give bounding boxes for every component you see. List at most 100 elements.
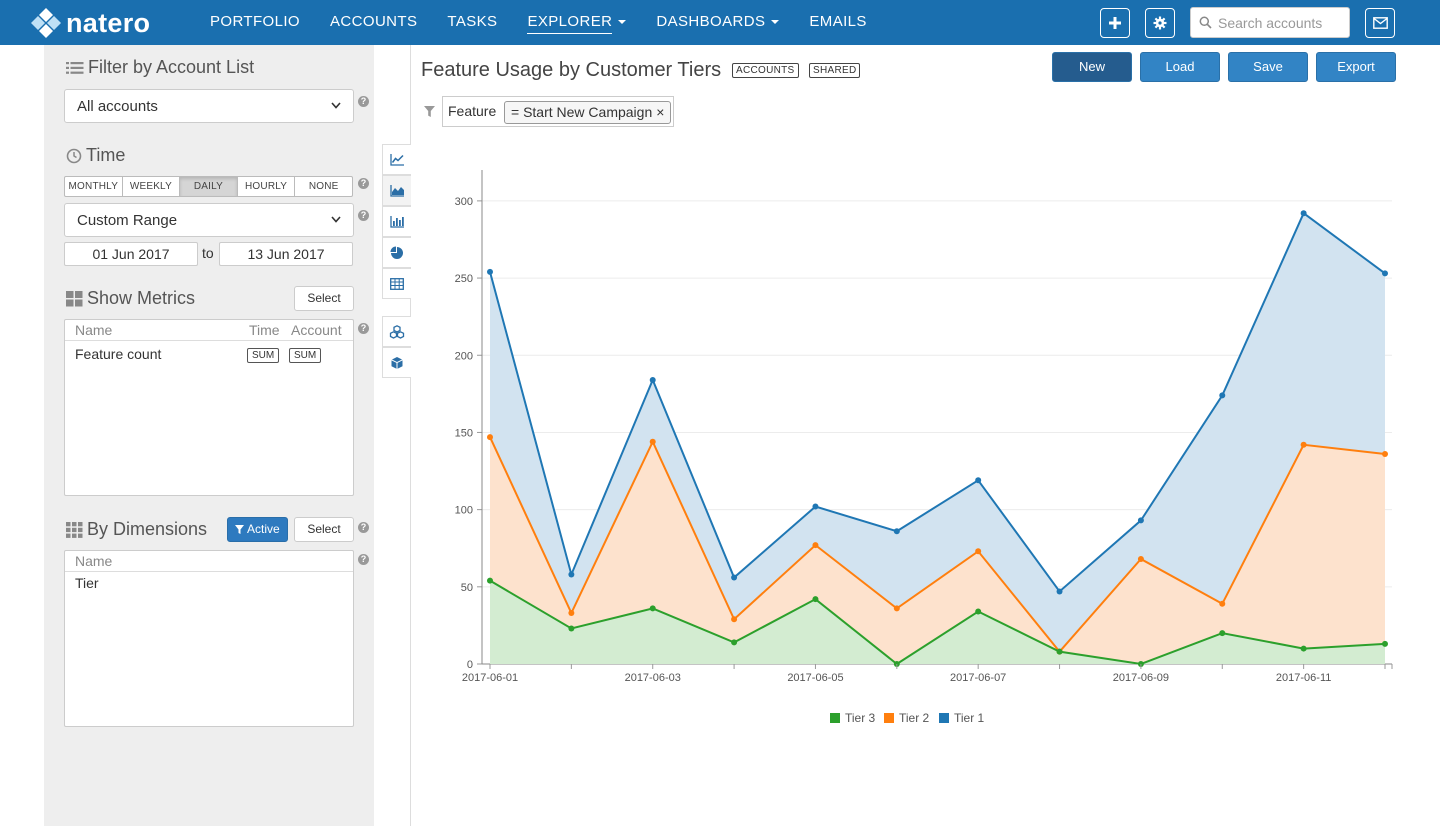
granularity-hourly[interactable]: HOURLY xyxy=(238,177,296,196)
shared-tag: SHARED xyxy=(809,63,861,78)
legend-swatch xyxy=(830,713,840,723)
point-tier-2 xyxy=(812,542,819,549)
x-tick-label: 2017-06-09 xyxy=(1113,672,1169,684)
table-view-button[interactable] xyxy=(382,268,411,299)
column-header-time: Time xyxy=(249,322,280,338)
x-tick-label: 2017-06-03 xyxy=(625,672,681,684)
y-tick-label: 0 xyxy=(467,659,473,671)
y-tick-label: 100 xyxy=(455,505,473,517)
cubes-button[interactable] xyxy=(382,316,411,347)
point-tier-1 xyxy=(812,503,819,510)
active-label: Active xyxy=(246,522,280,536)
area-tier-2 xyxy=(490,437,1385,664)
area-tier-1 xyxy=(490,213,1385,664)
export-button[interactable]: Export xyxy=(1316,52,1396,82)
cube-button[interactable] xyxy=(382,347,411,378)
point-tier-2 xyxy=(649,438,656,445)
point-tier-1 xyxy=(1056,588,1063,595)
pie-chart-button[interactable] xyxy=(382,237,411,268)
line-chart-button[interactable] xyxy=(382,144,411,175)
nav-portfolio[interactable]: PORTFOLIO xyxy=(210,13,301,30)
filter-icon xyxy=(235,525,245,534)
search-accounts-box[interactable] xyxy=(1190,7,1350,38)
dimension-name[interactable]: Tier xyxy=(75,575,99,591)
legend-swatch xyxy=(939,713,949,723)
point-tier-2 xyxy=(975,548,982,555)
list-icon xyxy=(66,61,84,74)
metric-time-aggregation[interactable]: SUM xyxy=(247,348,280,363)
time-section-title: Time xyxy=(66,145,125,166)
caret-down-icon xyxy=(618,20,627,25)
granularity-toggle: MONTHLY WEEKLY DAILY HOURLY NONE xyxy=(64,176,353,197)
nav-explorer[interactable]: EXPLORER xyxy=(527,0,627,45)
chevron-down-icon xyxy=(331,216,341,223)
x-tick-label: 2017-06-11 xyxy=(1276,672,1331,684)
point-tier-1 xyxy=(1137,517,1144,524)
help-icon[interactable]: ? xyxy=(358,323,369,334)
load-button[interactable]: Load xyxy=(1140,52,1220,82)
cubes-icon xyxy=(389,324,405,339)
help-icon[interactable]: ? xyxy=(358,210,369,221)
point-tier-2 xyxy=(1382,451,1388,458)
brand-logo[interactable]: natero xyxy=(30,6,150,40)
help-icon[interactable]: ? xyxy=(358,554,369,565)
bar-chart-icon xyxy=(389,216,404,228)
caret-down-icon xyxy=(771,20,780,25)
grid-icon xyxy=(66,290,83,306)
search-icon xyxy=(1199,16,1212,29)
point-tier-3 xyxy=(1056,648,1063,655)
x-tick-label: 2017-06-05 xyxy=(787,672,843,684)
filter-field-label: Feature xyxy=(448,103,497,119)
column-header-account: Account xyxy=(291,322,342,338)
area-chart-button[interactable] xyxy=(382,175,411,206)
point-tier-3 xyxy=(487,577,493,584)
settings-button[interactable] xyxy=(1145,8,1175,38)
metrics-section-title: Show Metrics xyxy=(66,288,195,309)
point-tier-1 xyxy=(1219,392,1226,399)
nav-emails[interactable]: EMAILS xyxy=(809,13,867,30)
filter-chip[interactable]: = Start New Campaign × xyxy=(504,101,672,124)
feature-filter-bar[interactable]: Feature = Start New Campaign × xyxy=(442,96,674,127)
account-list-select[interactable]: All accounts xyxy=(64,89,354,123)
email-button[interactable] xyxy=(1365,8,1395,38)
remove-filter-icon[interactable]: × xyxy=(656,104,665,120)
help-icon[interactable]: ? xyxy=(358,522,369,533)
y-tick-label: 250 xyxy=(455,273,473,285)
filter-icon xyxy=(424,106,435,117)
granularity-daily[interactable]: DAILY xyxy=(180,177,238,196)
help-icon[interactable]: ? xyxy=(358,178,369,189)
nav-accounts[interactable]: ACCOUNTS xyxy=(330,13,418,30)
help-icon[interactable]: ? xyxy=(358,96,369,107)
legend-swatch xyxy=(884,713,894,723)
plus-icon xyxy=(1109,17,1121,29)
new-button[interactable]: New xyxy=(1052,52,1132,82)
search-input[interactable] xyxy=(1218,14,1343,31)
nav-tasks[interactable]: TASKS xyxy=(447,13,498,30)
select-dimensions-button[interactable]: Select xyxy=(294,517,354,542)
point-tier-1 xyxy=(487,268,493,275)
save-button[interactable]: Save xyxy=(1228,52,1308,82)
point-tier-3 xyxy=(1300,645,1307,652)
column-header-name: Name xyxy=(75,553,113,569)
dimensions-table: Name Tier xyxy=(64,550,354,727)
time-range-value: Custom Range xyxy=(77,211,178,229)
legend-label: Tier 1 xyxy=(954,711,985,725)
point-tier-1 xyxy=(731,574,738,581)
nav-dashboards[interactable]: DASHBOARDS xyxy=(656,0,780,45)
granularity-none[interactable]: NONE xyxy=(308,181,339,192)
dimensions-active-filter-button[interactable]: Active xyxy=(227,517,288,542)
granularity-monthly[interactable]: MONTHLY xyxy=(65,177,123,196)
main-nav: PORTFOLIO ACCOUNTS TASKS EXPLORER DASHBO… xyxy=(210,0,897,45)
table-divider xyxy=(65,571,353,572)
select-metrics-button[interactable]: Select xyxy=(294,286,354,311)
add-button[interactable] xyxy=(1100,8,1130,38)
bar-chart-button[interactable] xyxy=(382,206,411,237)
y-tick-label: 150 xyxy=(455,427,473,439)
time-range-select[interactable]: Custom Range xyxy=(64,203,354,237)
mail-icon xyxy=(1372,17,1388,29)
granularity-weekly[interactable]: WEEKLY xyxy=(123,177,181,196)
end-date-input[interactable]: 13 Jun 2017 xyxy=(219,242,353,266)
metric-account-aggregation[interactable]: SUM xyxy=(289,348,322,363)
feature-usage-chart: 0 50 100 150 200 250 300 2017-06-01 2017-06-03 20… xyxy=(455,170,1393,725)
start-date-input[interactable]: 01 Jun 2017 xyxy=(64,242,198,266)
